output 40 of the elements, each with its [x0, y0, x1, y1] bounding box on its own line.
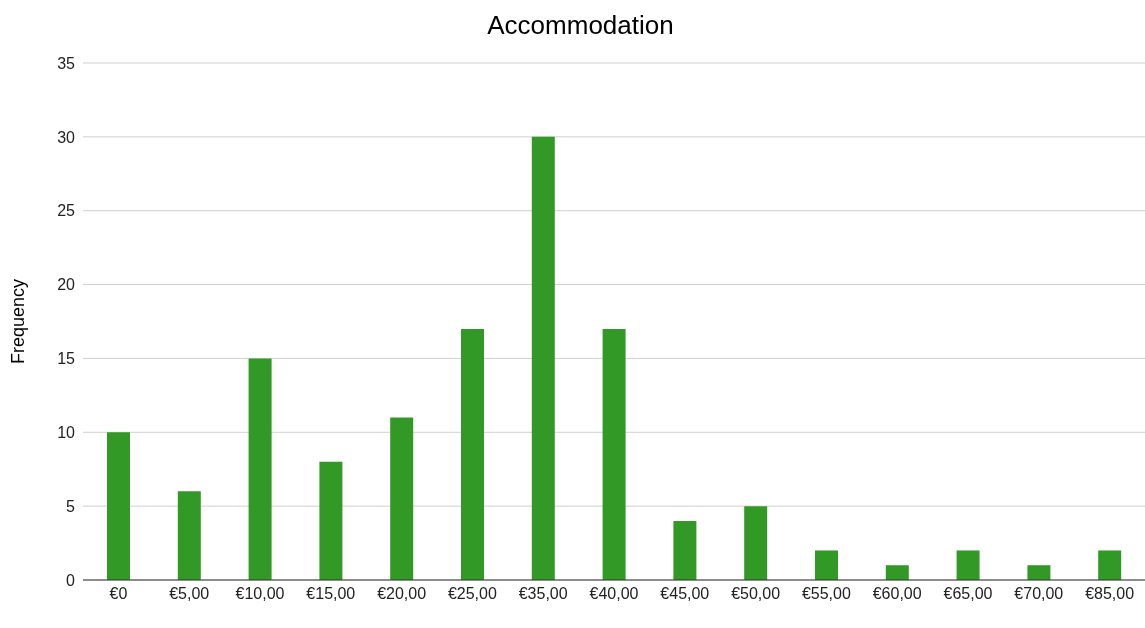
x-tick-label: €50,00	[731, 585, 781, 603]
bar	[815, 550, 838, 580]
x-tick-label: €55,00	[801, 585, 851, 603]
x-tick-label: €25,00	[447, 585, 497, 603]
bar	[107, 432, 130, 580]
y-tick-label: 10	[57, 423, 76, 441]
bar	[602, 328, 626, 580]
bar	[319, 461, 343, 580]
y-tick-label: 30	[57, 128, 76, 146]
x-tick-label: €60,00	[872, 585, 922, 603]
x-tick-label: €15,00	[306, 585, 356, 603]
x-tick-label: €5,00	[169, 585, 210, 603]
y-tick-label: 20	[57, 276, 76, 294]
y-tick-label: 25	[57, 202, 76, 220]
bar	[1098, 550, 1122, 580]
bar	[390, 417, 414, 580]
y-tick-label: 35	[57, 54, 76, 72]
x-tick-label: €45,00	[660, 585, 710, 603]
x-tick-label: €35,00	[518, 585, 568, 603]
bar	[531, 136, 555, 580]
y-tick-label: 5	[66, 497, 76, 515]
bar	[956, 550, 980, 580]
bar	[177, 491, 201, 580]
x-tick-label: €40,00	[589, 585, 639, 603]
bar	[1027, 565, 1051, 580]
y-axis-title: Frequency	[8, 278, 29, 365]
x-tick-label: €20,00	[377, 585, 427, 603]
bar	[673, 520, 697, 580]
x-tick-label: €0	[109, 585, 128, 603]
x-tick-label: €65,00	[943, 585, 993, 603]
bar	[885, 565, 909, 580]
bar	[461, 328, 484, 580]
bar	[248, 358, 272, 580]
y-tick-label: 15	[57, 350, 76, 368]
y-tick-label: 0	[66, 571, 76, 589]
x-tick-label: €85,00	[1085, 585, 1135, 603]
x-tick-label: €10,00	[235, 585, 285, 603]
x-tick-label: €70,00	[1014, 585, 1064, 603]
bar	[744, 506, 768, 580]
chart-title: Accommodation	[486, 10, 675, 41]
